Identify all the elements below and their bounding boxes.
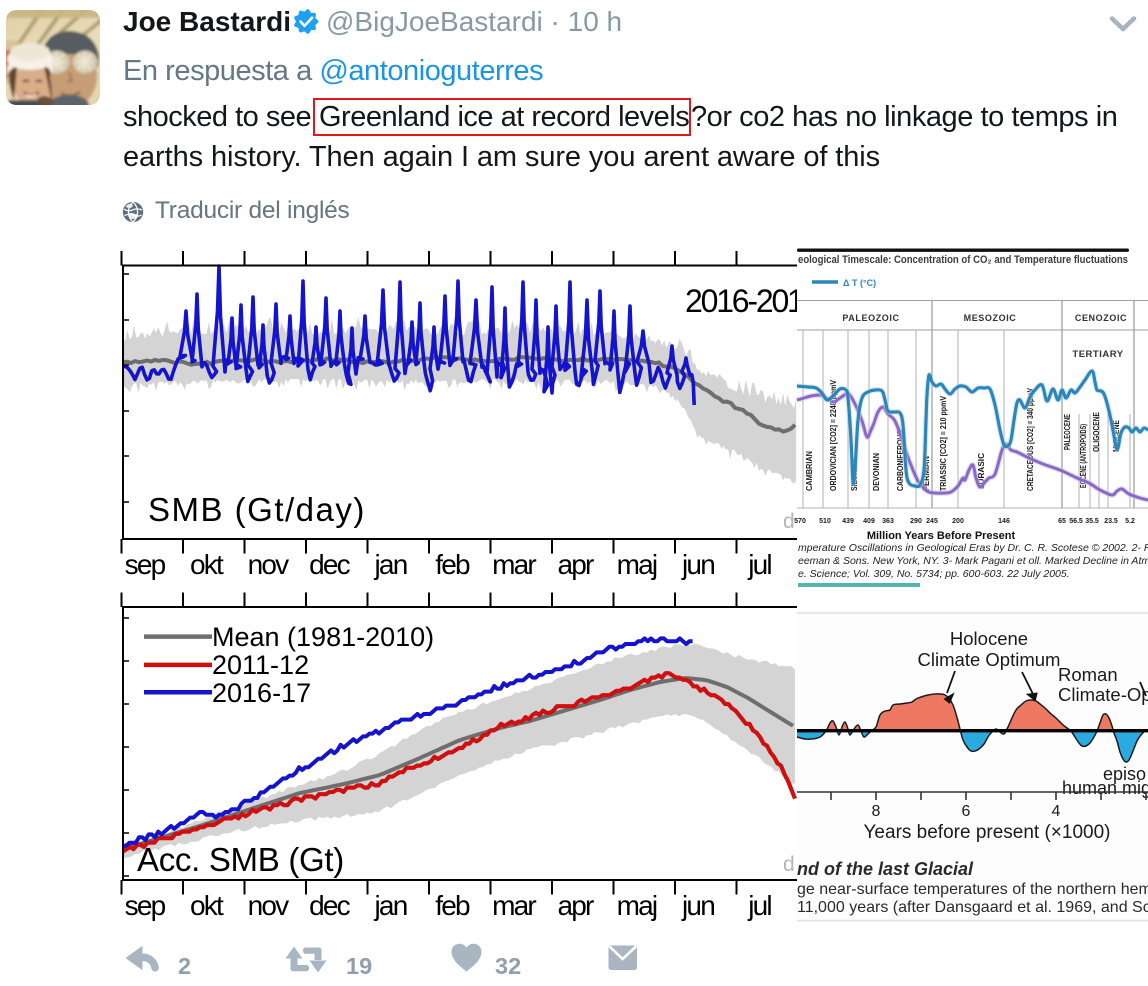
- svg-text:23.5: 23.5: [1104, 518, 1118, 525]
- svg-text:mar: mar: [492, 890, 536, 921]
- svg-text:SMB (Gt/day): SMB (Gt/day): [148, 491, 366, 528]
- svg-text:feb: feb: [435, 549, 470, 580]
- svg-text:CENOZOIC: CENOZOIC: [1075, 313, 1127, 323]
- svg-text:nov: nov: [248, 549, 290, 580]
- svg-text:dec: dec: [309, 549, 351, 580]
- svg-text:2: 2: [178, 953, 191, 979]
- svg-text:5.2: 5.2: [1125, 518, 1135, 525]
- svg-text:4: 4: [1052, 803, 1061, 820]
- svg-text:okt: okt: [190, 549, 224, 580]
- svg-text:human mig: human mig: [1062, 778, 1148, 798]
- svg-text:jun: jun: [681, 549, 714, 580]
- svg-text:Roman: Roman: [1058, 664, 1118, 685]
- svg-text:19: 19: [346, 953, 372, 979]
- svg-text:PALEOZOIC: PALEOZOIC: [842, 313, 899, 323]
- svg-text:sep: sep: [125, 890, 166, 921]
- svg-text:jan: jan: [374, 549, 407, 580]
- svg-text:CARBONIFEROUS: CARBONIFEROUS: [895, 430, 905, 491]
- svg-text:feb: feb: [435, 890, 470, 921]
- svg-text:245: 245: [926, 518, 938, 525]
- svg-text:2016-17: 2016-17: [212, 678, 311, 708]
- svg-text:65: 65: [1058, 518, 1066, 525]
- svg-text:32: 32: [495, 953, 521, 979]
- svg-text:maj: maj: [617, 549, 657, 580]
- svg-text:439: 439: [842, 518, 854, 525]
- svg-text:2016-201: 2016-201: [685, 283, 804, 319]
- svg-text:mperature Oscillations in Geol: mperature Oscillations in Geological Era…: [798, 542, 1148, 554]
- svg-text:jan: jan: [374, 890, 407, 921]
- svg-text:510: 510: [819, 518, 831, 525]
- svg-text:146: 146: [998, 518, 1010, 525]
- svg-text:nd of the last Glacial: nd of the last Glacial: [797, 859, 974, 879]
- svg-text:Million Years Before Present: Million Years Before Present: [867, 530, 1016, 542]
- svg-text:PALEOCENE: PALEOCENE: [1062, 414, 1072, 450]
- svg-text:okt: okt: [190, 890, 224, 921]
- svg-text:EOCENE (ANTROPOIDS): EOCENE (ANTROPOIDS): [1078, 424, 1088, 488]
- svg-text:200: 200: [952, 518, 964, 525]
- svg-text:e. Science; Vol. 309, No. 5734: e. Science; Vol. 309, No. 5734; pp. 600-…: [798, 568, 1070, 580]
- svg-text:apr: apr: [557, 549, 594, 580]
- svg-text:d: d: [783, 853, 795, 876]
- svg-text:maj: maj: [617, 890, 657, 921]
- svg-text:11,000 years (after Dansgaard: 11,000 years (after Dansgaard et al. 196…: [797, 899, 1148, 916]
- svg-text:ORDOVICIAN [CO2] = 2240 ppmV: ORDOVICIAN [CO2] = 2240 ppmV: [828, 380, 838, 491]
- svg-text:CRETACEOUS [CO2] = 340 ppmV: CRETACEOUS [CO2] = 340 ppmV: [1025, 388, 1035, 491]
- svg-text:CAMBRIAN: CAMBRIAN: [804, 451, 814, 491]
- svg-text:6: 6: [962, 803, 971, 820]
- svg-text:Holocene: Holocene: [950, 628, 1028, 649]
- svg-text:eological Timescale: Concentra: eological Timescale: Concentration of CO…: [798, 254, 1128, 266]
- svg-text:DEVONIAN: DEVONIAN: [871, 453, 881, 491]
- svg-text:56.5: 56.5: [1069, 518, 1083, 525]
- svg-text:TERTIARY: TERTIARY: [1072, 349, 1123, 360]
- svg-text:JURASIC: JURASIC: [976, 453, 986, 489]
- svg-text:jun: jun: [681, 890, 714, 921]
- svg-text:Climate Optimum: Climate Optimum: [918, 649, 1061, 670]
- svg-text:409: 409: [863, 518, 875, 525]
- svg-text:MESOZOIC: MESOZOIC: [964, 313, 1017, 323]
- svg-text:TRIASSIC [CO2] = 210 ppmV: TRIASSIC [CO2] = 210 ppmV: [938, 396, 948, 491]
- svg-text:570: 570: [794, 518, 806, 525]
- svg-text:Years before present (×1000): Years before present (×1000): [864, 822, 1111, 843]
- svg-text:Δ T (°C): Δ T (°C): [843, 278, 876, 288]
- svg-text:mar: mar: [492, 549, 536, 580]
- svg-text:eeman & Sons. New York, NY. 3-: eeman & Sons. New York, NY. 3- Mark Paga…: [798, 555, 1148, 567]
- svg-text:nov: nov: [248, 890, 290, 921]
- svg-text:jul: jul: [747, 890, 771, 921]
- svg-text:363: 363: [882, 518, 894, 525]
- svg-text:Climate-Opt: Climate-Opt: [1058, 684, 1148, 705]
- svg-text:dec: dec: [309, 890, 351, 921]
- svg-text:sep: sep: [125, 549, 166, 580]
- svg-text:d: d: [783, 510, 795, 533]
- svg-text:apr: apr: [557, 890, 594, 921]
- svg-text:episo: episo: [1103, 764, 1146, 784]
- svg-text:Acc. SMB (Gt): Acc. SMB (Gt): [137, 841, 344, 878]
- svg-text:2011-12: 2011-12: [212, 650, 309, 680]
- svg-text:OLIGOCENE: OLIGOCENE: [1091, 412, 1101, 452]
- svg-text:290: 290: [910, 518, 922, 525]
- svg-text:8: 8: [872, 803, 881, 820]
- svg-text:ge near-surface temperatures o: ge near-surface temperatures of the nort…: [797, 881, 1148, 898]
- svg-text:Mean (1981-2010): Mean (1981-2010): [212, 622, 434, 652]
- svg-text:jul: jul: [747, 549, 771, 580]
- svg-text:35.5: 35.5: [1085, 518, 1099, 525]
